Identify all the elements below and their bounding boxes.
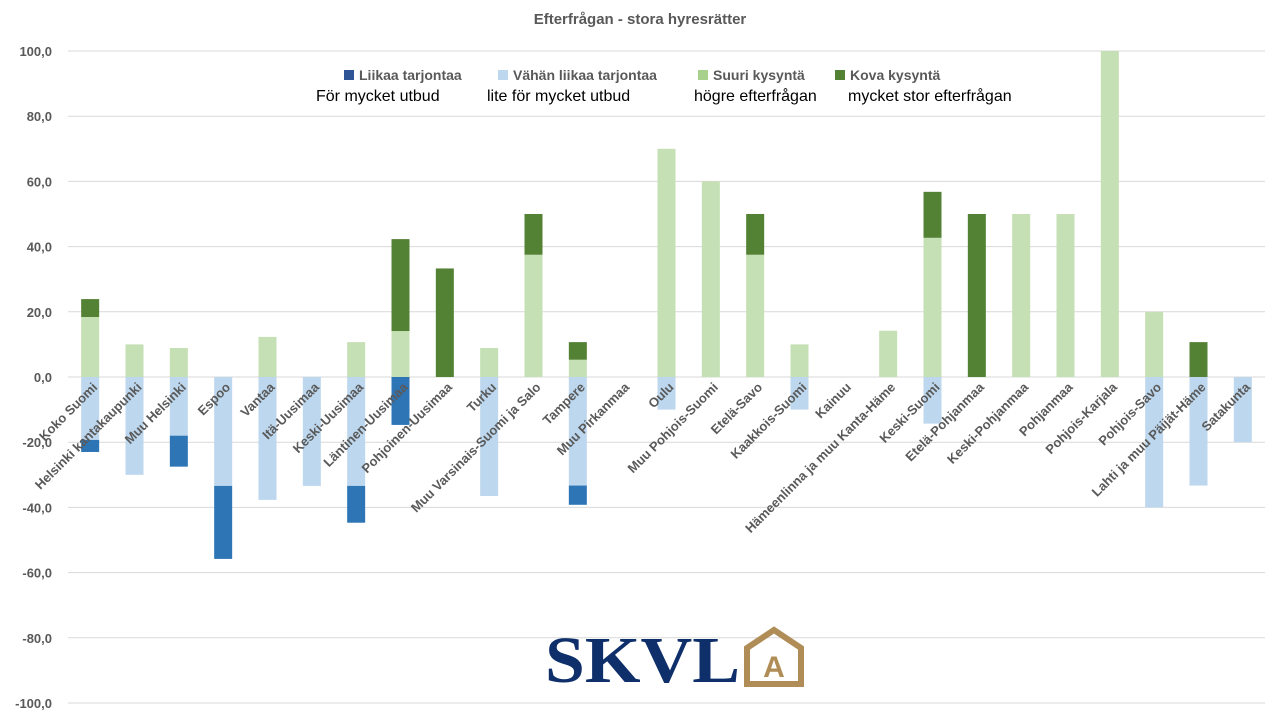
- legend-subtitle: lite för mycket utbud: [487, 88, 631, 105]
- bar-segment: [524, 254, 543, 377]
- chart-title: Efterfrågan - stora hyresrätter: [533, 11, 747, 28]
- bar-segment: [790, 377, 809, 410]
- bar-segment: [125, 344, 144, 377]
- bar-segment: [923, 377, 942, 424]
- skvl-logo: SKVL A: [545, 622, 805, 697]
- legend-subtitle: För mycket utbud: [316, 88, 440, 105]
- bar-segment: [302, 377, 321, 486]
- legend-label: Vähän liikaa tarjontaa: [513, 67, 657, 83]
- bar-segment: [258, 377, 277, 500]
- y-tick-label: 0,0: [34, 370, 52, 385]
- bar-segment: [1189, 377, 1208, 486]
- x-tick-label: Keski-Pohjanmaa: [944, 379, 1032, 467]
- bar-segment: [701, 181, 720, 377]
- legend-subtitle: mycket stor efterfrågan: [848, 88, 1012, 105]
- legend-item-suuri-kysynta: Suuri kysyntä: [698, 67, 805, 83]
- bar-segment: [568, 342, 587, 360]
- legend-label: Liikaa tarjontaa: [359, 67, 462, 83]
- bar-segment: [568, 359, 587, 377]
- bar-segment: [1012, 214, 1031, 377]
- bar-segment: [391, 239, 410, 332]
- bar-segment: [524, 214, 543, 255]
- bar-segment: [214, 485, 233, 559]
- bar-segment: [923, 237, 942, 377]
- y-tick-label: -100,0: [15, 696, 52, 711]
- bar-segment: [81, 439, 100, 452]
- bar-segment: [125, 377, 144, 475]
- bar-segment: [568, 485, 587, 505]
- y-tick-label: -60,0: [22, 566, 52, 581]
- bar-segment: [568, 377, 587, 486]
- bar-segment: [657, 377, 676, 410]
- bar-segment: [169, 347, 188, 377]
- y-tick-label: 80,0: [27, 109, 52, 124]
- legend-label: Suuri kysyntä: [713, 67, 805, 83]
- x-tick-label: Etelä-Pohjanmaa: [902, 379, 987, 464]
- bar-segment: [81, 377, 100, 440]
- svg-text:A: A: [763, 651, 785, 684]
- svg-text:SKVL: SKVL: [545, 624, 740, 692]
- bar-segment: [1145, 311, 1164, 377]
- bar-segment: [214, 377, 233, 486]
- y-tick-label: 20,0: [27, 305, 52, 320]
- bar-segment: [1145, 377, 1164, 508]
- legend-swatch: [698, 70, 708, 80]
- bar-segment: [258, 336, 277, 377]
- bar-segment: [657, 148, 676, 377]
- legend-swatch: [498, 70, 508, 80]
- bar-segment: [480, 347, 499, 377]
- bar-segment: [879, 330, 898, 377]
- legend-item-kova-kysynta: Kova kysyntä: [835, 67, 940, 83]
- x-tick-label: Kainuu: [812, 379, 854, 421]
- bar-segment: [1233, 377, 1252, 443]
- bar-segment: [169, 435, 188, 467]
- bar-segment: [1100, 51, 1119, 377]
- y-tick-label: -80,0: [22, 631, 52, 646]
- y-tick-label: -20,0: [22, 435, 52, 450]
- legend-subtitle: högre efterfrågan: [694, 88, 817, 105]
- bar-segment: [347, 377, 366, 486]
- bar-segment: [790, 344, 809, 377]
- legend-swatch: [344, 70, 354, 80]
- y-tick-label: -40,0: [22, 500, 52, 515]
- bar-segment: [480, 377, 499, 496]
- y-axis-ticks: 100,0 80,0 60,0 40,0 20,0 0,0 -20,0 -40,0 -60,0 -…: [15, 44, 52, 711]
- bar-segment: [391, 331, 410, 377]
- bar-segment: [923, 191, 942, 238]
- bar-segment: [347, 342, 366, 377]
- bar-segment: [1189, 342, 1208, 377]
- bar-segment: [81, 299, 100, 318]
- y-tick-label: 100,0: [19, 44, 52, 59]
- bar-segment: [435, 268, 454, 377]
- bar-segment: [1056, 214, 1075, 377]
- y-tick-label: 40,0: [27, 240, 52, 255]
- legend-item-vahan-liikaa-tarjontaa: Vähän liikaa tarjontaa: [498, 67, 657, 83]
- bar-segment: [967, 214, 986, 377]
- bar-segment: [169, 377, 188, 436]
- y-tick-label: 60,0: [27, 174, 52, 189]
- bar-segment: [391, 377, 410, 425]
- bars: [81, 51, 1252, 559]
- legend-item-liikaa-tarjontaa: Liikaa tarjontaa: [344, 67, 462, 83]
- legend-label: Kova kysyntä: [850, 67, 941, 83]
- x-tick-label: Kaakkois-Suomi: [727, 380, 809, 462]
- legend-swatch: [835, 70, 845, 80]
- bar-segment: [746, 214, 765, 255]
- bar-segment: [81, 317, 100, 377]
- bar-segment: [347, 485, 366, 523]
- bar-segment: [746, 254, 765, 377]
